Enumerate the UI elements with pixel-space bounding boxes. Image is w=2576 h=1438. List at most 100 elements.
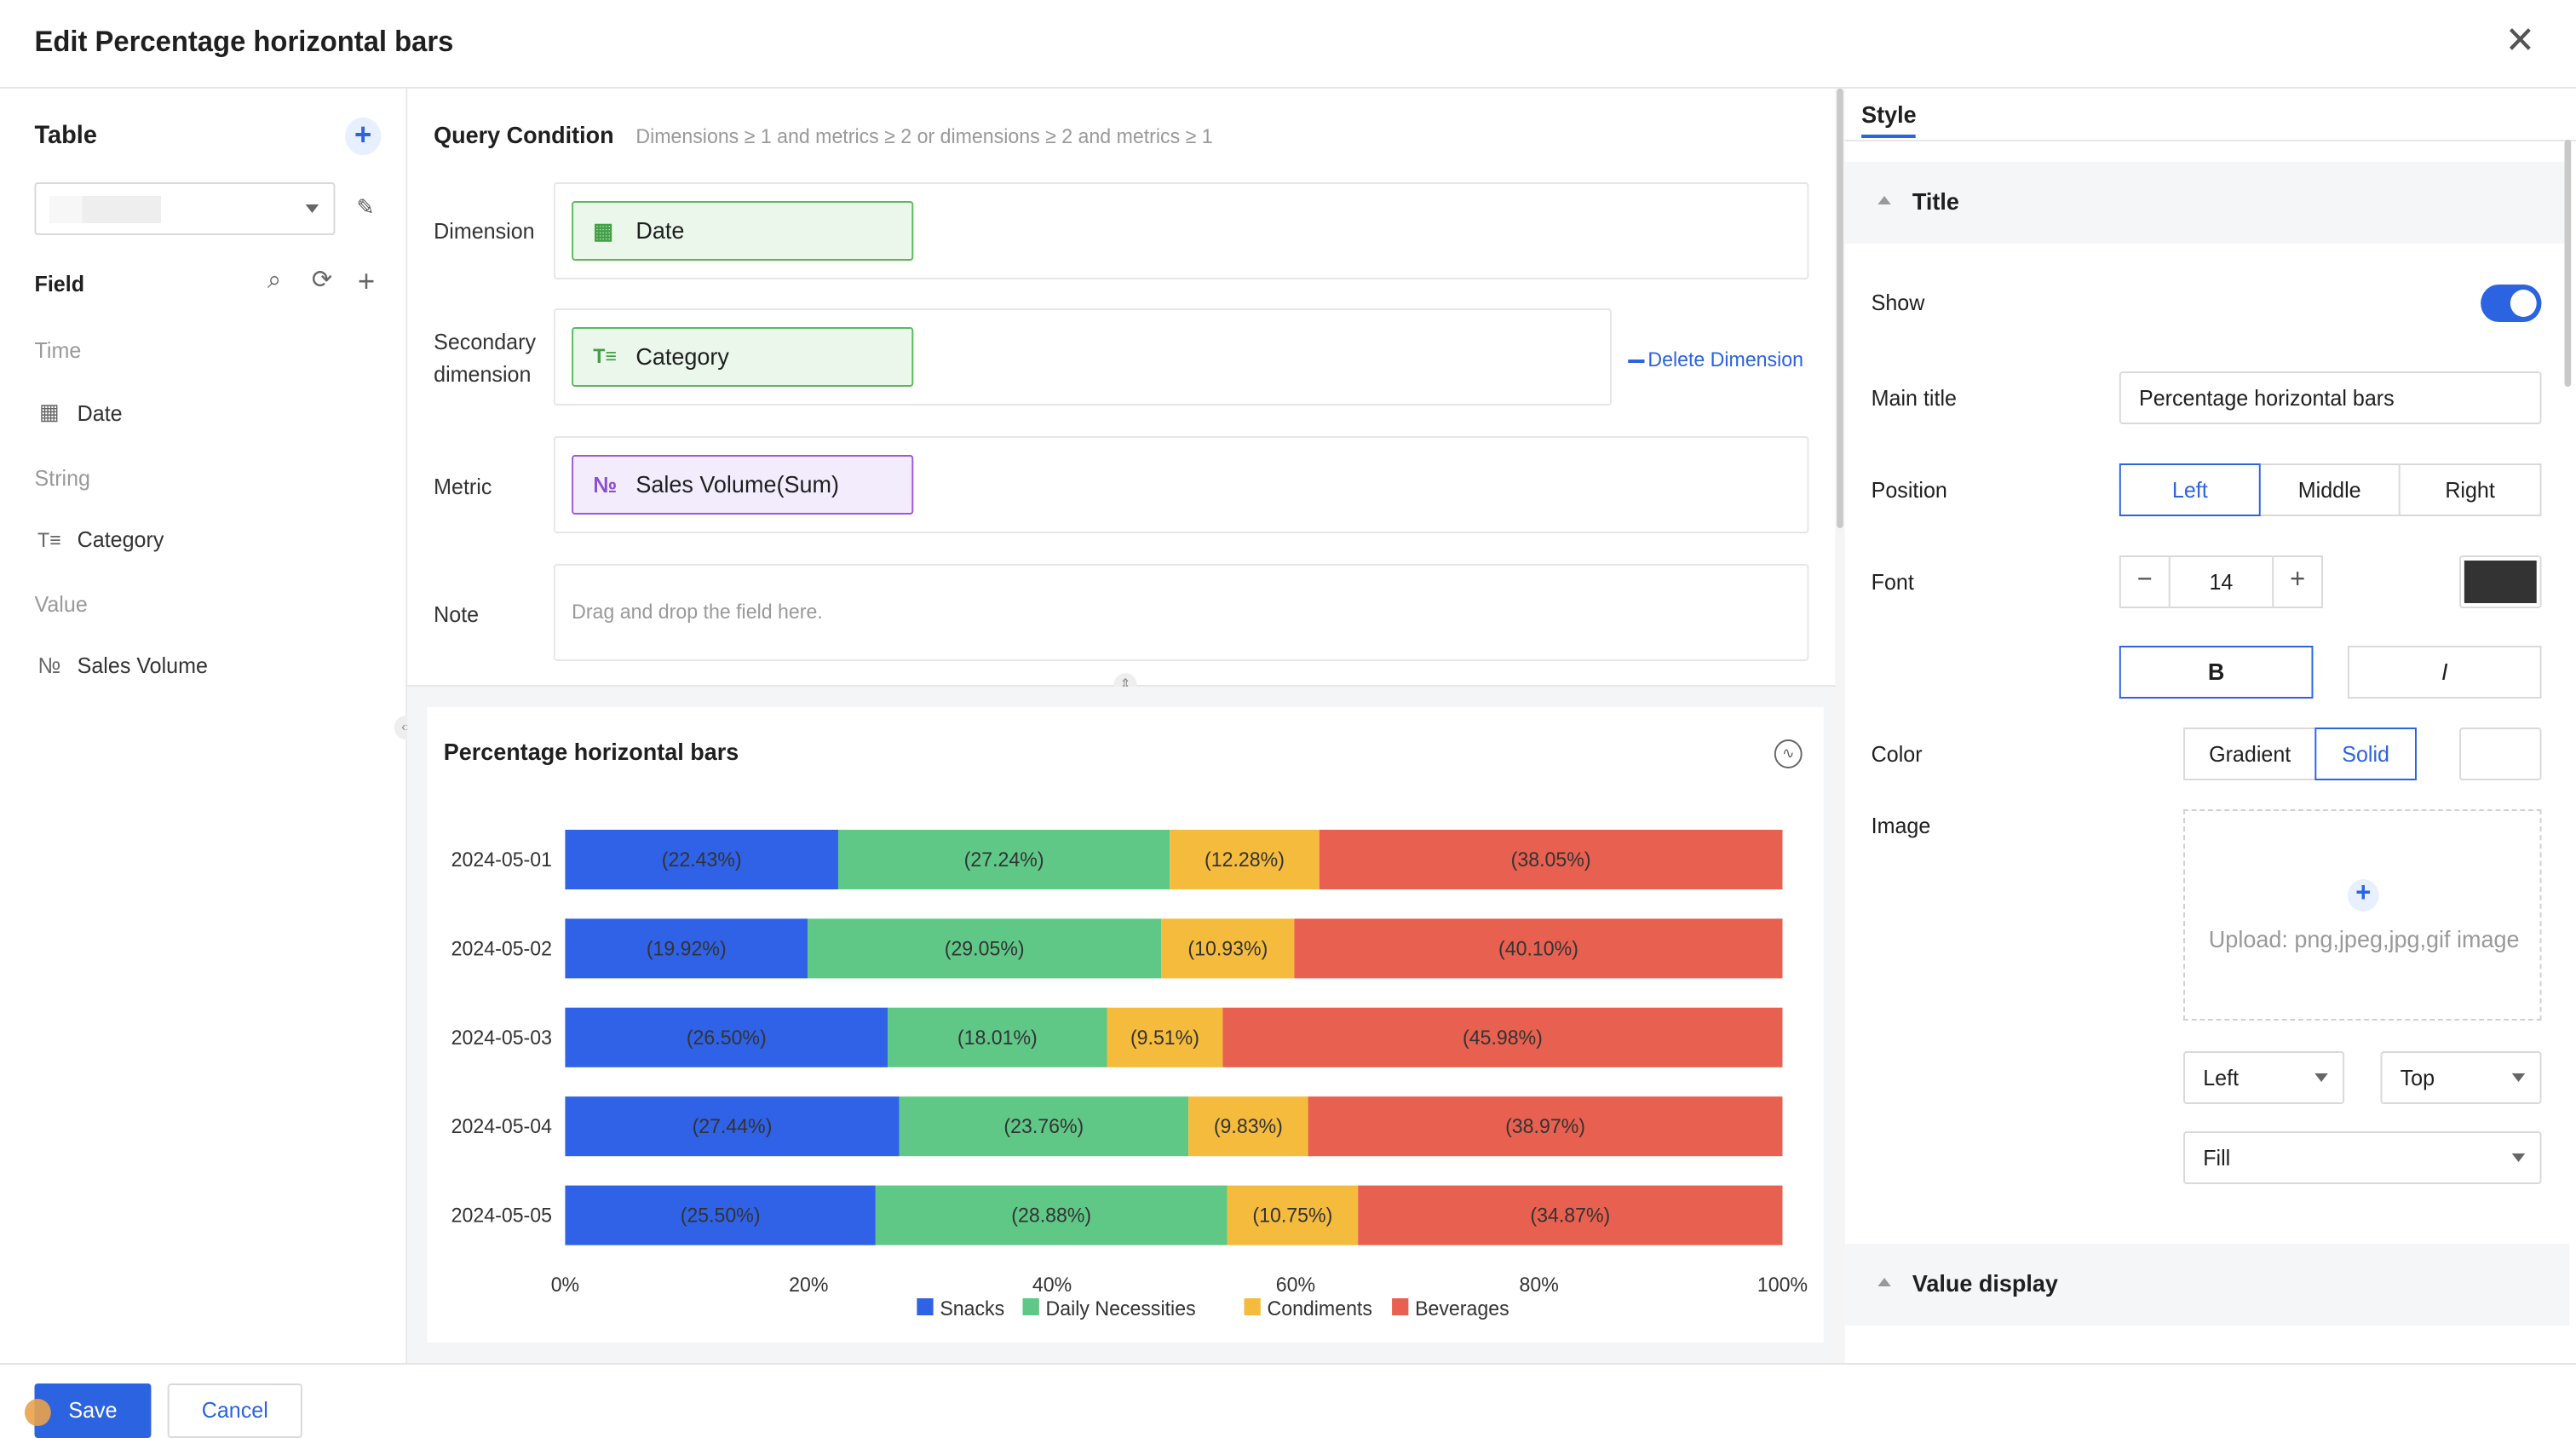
category-label: 2024-05-05 <box>451 1204 552 1226</box>
data-label: (40.10%) <box>1498 937 1578 959</box>
font-size-decrease-button[interactable]: − <box>2119 555 2171 608</box>
field-item-sales-volume[interactable]: № Sales Volume <box>34 653 208 678</box>
bar-segment <box>1222 1007 1783 1067</box>
chevron-down-icon <box>2314 1073 2328 1082</box>
bar-segment <box>1227 1185 1359 1245</box>
chevron-down-icon <box>2511 1073 2526 1082</box>
data-label: (12.28%) <box>1205 848 1285 871</box>
close-icon[interactable]: ✕ <box>2504 19 2536 61</box>
font-size-input[interactable]: 14 <box>2170 555 2273 608</box>
note-label: Note <box>434 601 480 627</box>
image-h-align-select[interactable]: Left <box>2183 1051 2345 1104</box>
add-field-icon[interactable]: + <box>357 264 376 298</box>
dialog-header: Edit Percentage horizontal bars ✕ <box>0 0 2576 89</box>
show-toggle[interactable] <box>2481 285 2542 322</box>
group-label-string: String <box>34 465 91 491</box>
bar-segment <box>1107 1007 1223 1067</box>
font-size-increase-button[interactable]: + <box>2272 555 2323 608</box>
dimension-chip[interactable]: ▦ Date <box>572 201 914 261</box>
position-middle-button[interactable]: Middle <box>2258 463 2401 516</box>
image-fit-select[interactable]: Fill <box>2183 1131 2542 1184</box>
metric-chip[interactable]: № Sales Volume(Sum) <box>572 455 914 515</box>
cancel-button[interactable]: Cancel <box>167 1383 302 1438</box>
bar-segment <box>565 1096 900 1157</box>
font-color-swatch[interactable] <box>2459 555 2542 608</box>
field-item-date[interactable]: ▦ Date <box>34 399 123 426</box>
italic-button[interactable]: I <box>2347 646 2542 699</box>
color-label: Color <box>1871 741 1923 767</box>
data-label: (23.76%) <box>1003 1115 1084 1137</box>
data-label: (9.51%) <box>1130 1026 1199 1048</box>
add-table-icon[interactable]: + <box>344 118 382 155</box>
secondary-dimension-dropzone[interactable]: T≡ Category <box>553 308 1612 406</box>
value-display-section-header[interactable]: Value display <box>1844 1244 2570 1326</box>
calendar-icon: ▦ <box>38 399 60 424</box>
chart-title: Percentage horizontal bars <box>443 738 739 765</box>
bar-segment <box>565 1007 888 1067</box>
image-v-align-select[interactable]: Top <box>2380 1051 2542 1104</box>
save-button[interactable]: Save <box>34 1383 152 1438</box>
chip-label: Category <box>635 342 729 370</box>
select-value: Left <box>2203 1065 2240 1090</box>
legend-label: Daily Necessities <box>1046 1297 1196 1320</box>
color-gradient-button[interactable]: Gradient <box>2183 728 2317 780</box>
main-title-input[interactable]: Percentage horizontal bars <box>2119 371 2542 424</box>
search-icon[interactable]: ⌕ <box>267 266 282 295</box>
select-value: Fill <box>2203 1145 2231 1171</box>
data-label: (22.43%) <box>662 848 742 871</box>
category-label: 2024-05-02 <box>451 937 552 959</box>
chart-options-icon[interactable]: ∿ <box>1774 739 1803 768</box>
bold-button[interactable]: B <box>2119 646 2314 699</box>
style-panel: Style Title Show Main title Percentage h… <box>1844 89 2576 1363</box>
metric-dropzone[interactable]: № Sales Volume(Sum) <box>553 436 1809 533</box>
bar-segment <box>1308 1096 1783 1157</box>
data-label: (38.97%) <box>1505 1115 1585 1137</box>
legend-label: Condiments <box>1268 1297 1372 1320</box>
dimension-dropzone[interactable]: ▦ Date <box>553 182 1809 279</box>
chip-label: Sales Volume(Sum) <box>635 470 839 498</box>
bar-segment <box>875 1185 1228 1245</box>
data-label: (19.92%) <box>647 937 727 959</box>
scrollbar[interactable] <box>1835 89 1845 1363</box>
x-tick-label: 20% <box>789 1274 828 1296</box>
scrollbar-thumb[interactable] <box>1837 89 1843 528</box>
note-dropzone[interactable]: Drag and drop the field here. <box>553 564 1809 661</box>
position-left-button[interactable]: Left <box>2119 463 2261 516</box>
refresh-icon[interactable]: ⟳ <box>311 266 333 295</box>
cursor-indicator <box>24 1399 51 1426</box>
data-label: (27.24%) <box>964 848 1044 871</box>
x-tick-label: 0% <box>551 1274 579 1296</box>
query-and-preview: Query Condition Dimensions ≥ 1 and metri… <box>407 89 1840 1363</box>
edit-icon[interactable]: ✎ <box>356 194 375 220</box>
category-label: 2024-05-04 <box>451 1115 552 1137</box>
category-label: 2024-05-03 <box>451 1026 552 1048</box>
legend-swatch <box>917 1298 934 1315</box>
bar-segment <box>1294 918 1783 979</box>
metric-label: Metric <box>434 474 492 499</box>
swatch-fill <box>2464 561 2537 603</box>
data-label: (10.93%) <box>1187 937 1268 959</box>
bar-segment <box>1358 1185 1783 1245</box>
title-color-swatch[interactable] <box>2459 728 2542 780</box>
scrollbar[interactable] <box>2564 140 2572 387</box>
tab-style[interactable]: Style <box>1861 101 1917 138</box>
field-item-label: Sales Volume <box>77 653 208 678</box>
field-item-category[interactable]: T≡ Category <box>34 526 164 552</box>
image-upload-area[interactable]: + Upload: png,jpeg,jpg,gif image <box>2183 809 2542 1021</box>
secondary-dimension-chip[interactable]: T≡ Category <box>572 327 914 387</box>
bar-segment <box>1170 830 1320 889</box>
title-section-header[interactable]: Title <box>1844 162 2570 244</box>
bar-segment <box>565 918 808 979</box>
color-solid-button[interactable]: Solid <box>2314 728 2417 780</box>
chevron-up-icon <box>1877 1278 1891 1286</box>
group-label-time: Time <box>34 337 82 363</box>
delete-dimension-link[interactable]: Delete Dimension <box>1628 348 1803 371</box>
position-right-button[interactable]: Right <box>2398 463 2542 516</box>
table-select[interactable] <box>34 182 336 235</box>
redacted-block <box>82 196 161 223</box>
bar-segment <box>1319 830 1783 889</box>
label-line: dimension <box>434 361 532 387</box>
main-title-label: Main title <box>1871 385 1957 411</box>
legend-swatch <box>1244 1298 1261 1315</box>
bar-segment <box>1161 918 1295 979</box>
